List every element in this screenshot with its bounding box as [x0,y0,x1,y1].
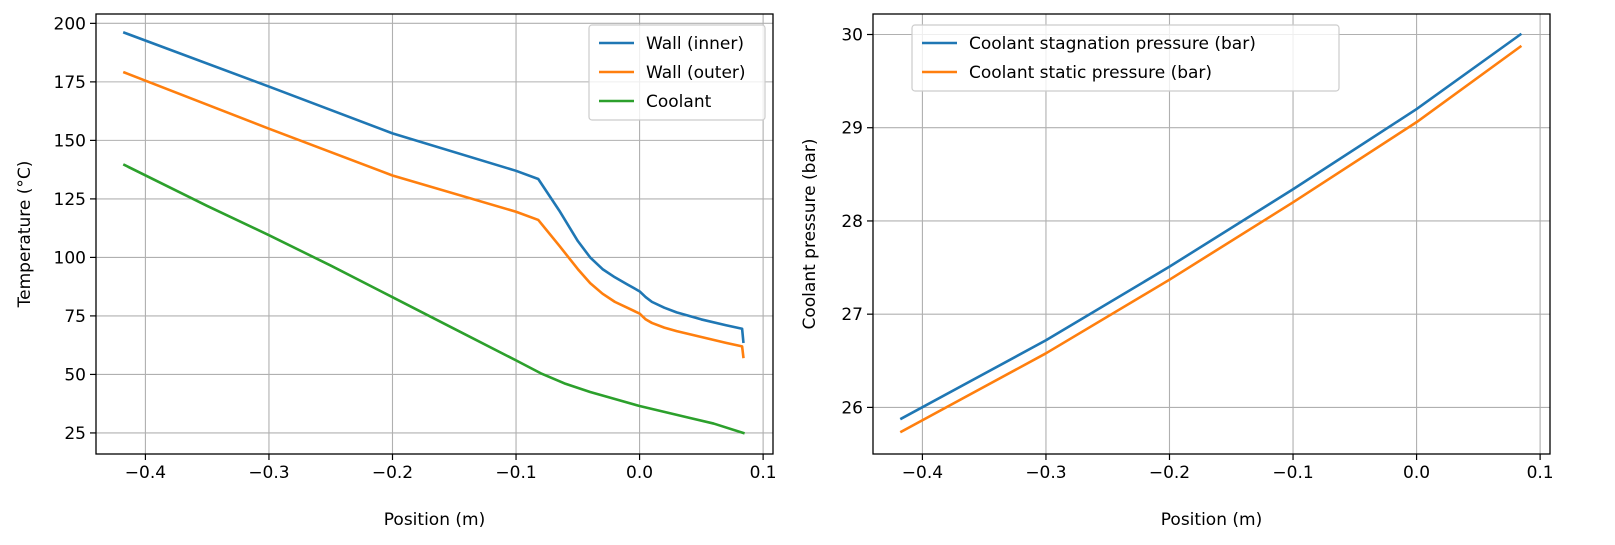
series-line-coolant [122,163,745,435]
series-line-coolant-stagnation-pressure-bar [899,32,1523,421]
x-tick-label: 0.0 [626,463,653,483]
x-tick-label: 0.0 [1403,463,1430,483]
y-tick-label: 175 [54,73,86,93]
series-lines [122,31,745,435]
series-line-wall-inner [122,31,745,344]
y-tick-label: 50 [64,365,86,385]
legend-box [588,24,766,121]
x-axis-ticks: −0.4 −0.3 −0.2 −0.1 0.0 0.1 [902,454,1554,483]
x-tick-label: 0.1 [1527,463,1554,483]
legend-label: Coolant [646,92,712,112]
y-tick-label: 125 [54,190,86,210]
legend: Coolant stagnation pressure (bar) Coolant… [911,24,1340,92]
x-tick-label: −0.3 [1025,463,1066,483]
x-tick-label: −0.2 [372,463,413,483]
x-tick-label: −0.1 [495,463,536,483]
series-lines [899,32,1523,434]
legend-label: Wall (inner) [646,34,744,54]
series-line-coolant-static-pressure-bar [899,44,1523,434]
y-tick-label: 150 [54,131,86,151]
x-axis-label: Position (m) [384,510,485,530]
x-tick-label: −0.2 [1149,463,1190,483]
legend: Wall (inner) Wall (outer) Coolant [588,24,766,121]
x-tick-label: 0.1 [750,463,777,483]
y-axis-ticks: 26 27 28 29 30 [841,26,873,418]
y-tick-label: 25 [64,424,86,444]
y-tick-label: 26 [841,398,863,418]
y-tick-label: 28 [841,212,863,232]
y-tick-label: 29 [841,119,863,139]
series-line-wall-outer [122,70,745,359]
y-tick-label: 100 [54,248,86,268]
x-axis-ticks: −0.4 −0.3 −0.2 −0.1 0.0 0.1 [125,454,777,483]
y-axis-label: Temperature (°C) [15,161,35,309]
y-tick-label: 30 [841,26,863,46]
legend-label: Coolant stagnation pressure (bar) [969,34,1256,54]
legend-box [911,24,1340,92]
temperature-chart: −0.4 −0.3 −0.2 −0.1 0.0 0.1 25 50 75 100 125 150 175… [15,13,777,530]
x-tick-label: −0.1 [1272,463,1313,483]
gridlines [873,14,1550,454]
y-tick-label: 200 [54,14,86,34]
y-axis-label: Coolant pressure (bar) [800,139,820,330]
legend-label: Coolant static pressure (bar) [969,63,1212,83]
plot-frame [872,13,1551,455]
legend-label: Wall (outer) [646,63,746,83]
pressure-chart: −0.4 −0.3 −0.2 −0.1 0.0 0.1 26 27 28 29 30 Position… [800,13,1554,530]
x-tick-label: −0.3 [248,463,289,483]
plot-frame [95,13,774,455]
x-axis-label: Position (m) [1161,510,1262,530]
y-tick-label: 75 [64,307,86,327]
y-tick-label: 27 [841,305,863,325]
y-axis-ticks: 25 50 75 100 125 150 175 200 [54,14,96,444]
x-tick-label: −0.4 [125,463,166,483]
x-tick-label: −0.4 [902,463,943,483]
